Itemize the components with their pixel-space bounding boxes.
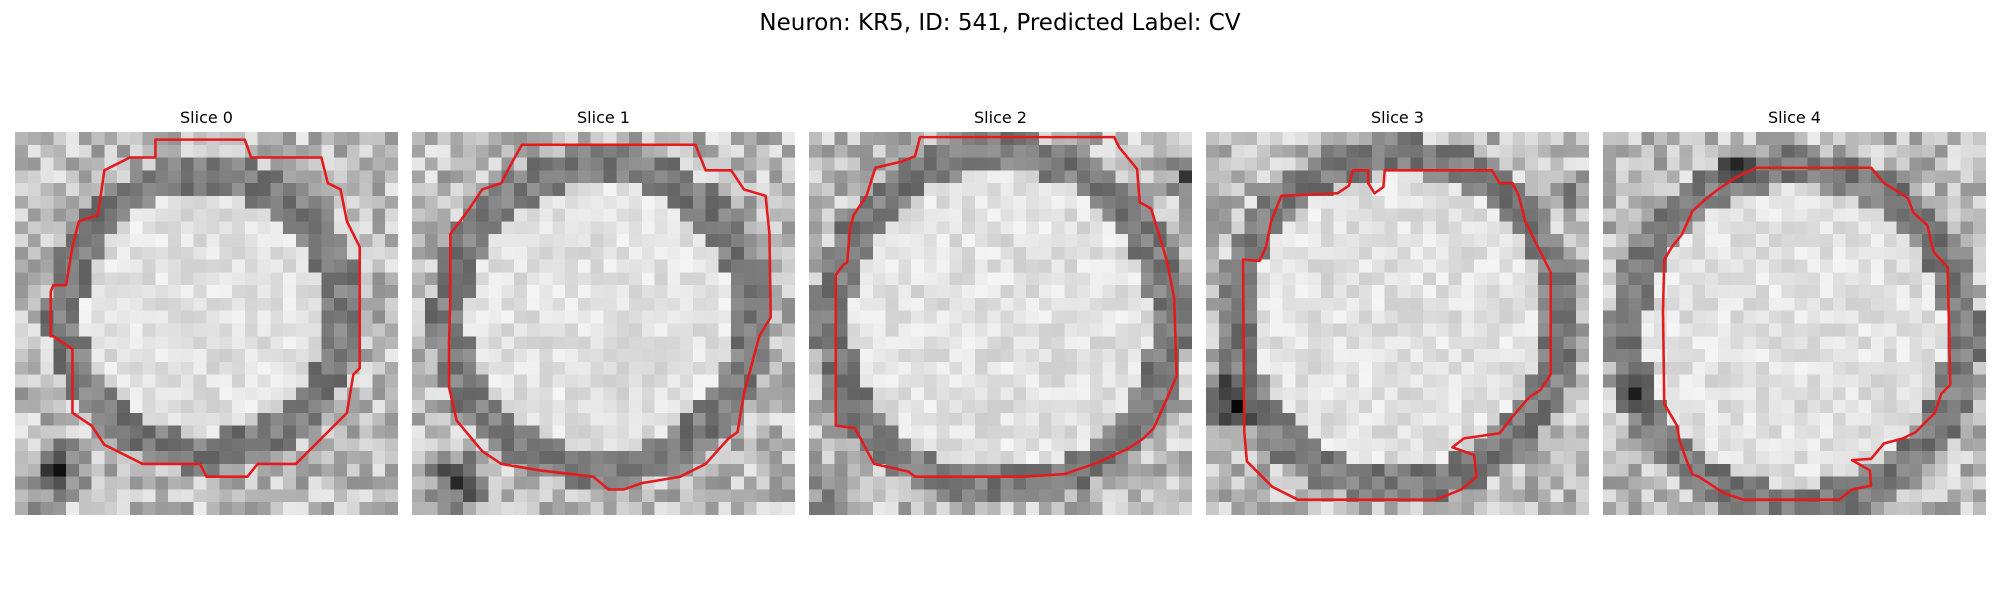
slice-title: Slice 2	[974, 108, 1027, 127]
segmentation-contour	[447, 143, 773, 491]
slice-image	[809, 132, 1192, 515]
segmentation-contour	[834, 135, 1178, 478]
slice-panel-2: Slice 2	[809, 108, 1192, 515]
pixel-grid	[1206, 132, 1589, 515]
slice-panel-3: Slice 3	[1206, 108, 1589, 515]
slice-title: Slice 1	[577, 108, 630, 127]
figure-title: Neuron: KR5, ID: 541, Predicted Label: C…	[759, 10, 1241, 36]
slice-panel-4: Slice 4	[1603, 108, 1986, 515]
slice-image	[1206, 132, 1589, 515]
pixel-grid	[809, 132, 1192, 515]
slice-title: Slice 4	[1768, 108, 1821, 127]
slice-title: Slice 3	[1371, 108, 1424, 127]
slice-image	[15, 132, 398, 515]
slice-image	[1603, 132, 1986, 515]
pixel-grid	[1603, 132, 1986, 515]
pixel-grid	[15, 132, 398, 515]
slice-image	[412, 132, 795, 515]
slice-panel-1: Slice 1	[412, 108, 795, 515]
slice-panel-0: Slice 0	[15, 108, 398, 515]
pixel-grid	[412, 132, 795, 515]
segmentation-contour	[49, 138, 361, 478]
segmentation-contour	[1661, 166, 1952, 501]
segmentation-contour	[1241, 169, 1552, 501]
slice-title: Slice 0	[180, 108, 233, 127]
